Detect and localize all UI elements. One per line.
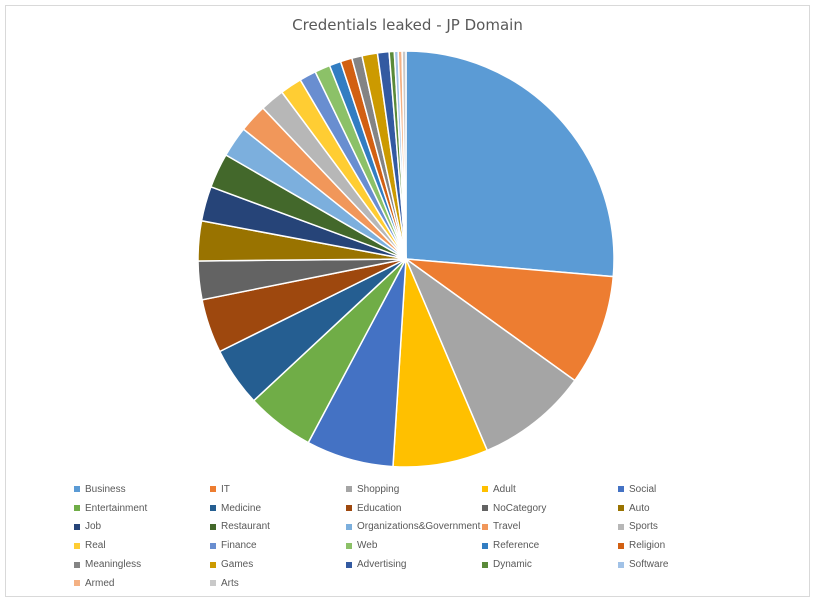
pie-slice-adult (392, 258, 489, 468)
legend-label: Travel (493, 521, 521, 533)
legend-item: Advertising (346, 555, 482, 574)
legend-label: Sports (629, 521, 658, 533)
legend-item: Adult (482, 480, 618, 499)
legend-item: Medicine (210, 499, 346, 518)
legend-swatch (482, 561, 488, 568)
legend-item: NoCategory (482, 499, 618, 518)
legend-label: Software (629, 559, 669, 571)
legend-label: Religion (629, 540, 666, 552)
legend-item: Business (74, 480, 210, 499)
legend-label: Real (85, 540, 106, 552)
pie-chart (197, 50, 615, 468)
legend-label: Games (221, 559, 254, 571)
legend-item: Entertainment (74, 499, 210, 518)
legend-swatch (346, 523, 352, 530)
legend-swatch (482, 523, 488, 530)
legend-swatch (482, 505, 488, 512)
legend-swatch (618, 542, 624, 549)
legend-swatch (482, 542, 488, 549)
legend-item: Job (74, 518, 210, 537)
legend-label: Shopping (357, 483, 400, 495)
legend-label: Social (629, 483, 657, 495)
legend-swatch (210, 486, 216, 493)
legend-item: Reference (482, 536, 618, 555)
legend-swatch (74, 542, 80, 549)
pie-slice-business (405, 50, 615, 278)
legend-label: NoCategory (493, 502, 547, 514)
pie-slice-it (403, 258, 615, 382)
legend-item: Games (210, 555, 346, 574)
legend-swatch (618, 505, 624, 512)
chart-title: Credentials leaked - JP Domain (292, 16, 523, 34)
legend-swatch (346, 561, 352, 568)
chart-legend: Business IT Shopping Adult Social Entertainme… (74, 480, 754, 593)
legend-swatch (346, 486, 352, 493)
legend-label: Business (85, 483, 126, 495)
legend-label: Medicine (221, 502, 262, 514)
legend-item: Organizations&Government (346, 518, 482, 537)
legend-item: IT (210, 480, 346, 499)
legend-item: Meaningless (74, 555, 210, 574)
legend-swatch (210, 505, 216, 512)
legend-label: Web (357, 540, 378, 552)
legend-item: Travel (482, 518, 618, 537)
pie-slice-arts (401, 50, 407, 260)
legend-swatch (74, 523, 80, 530)
legend-swatch (74, 486, 80, 493)
legend-label: Job (85, 521, 102, 533)
legend-item: Restaurant (210, 518, 346, 537)
legend-swatch (210, 542, 216, 549)
legend-swatch (74, 561, 80, 568)
legend-label: Meaningless (85, 559, 142, 571)
legend-item: Auto (618, 499, 754, 518)
legend-swatch (210, 523, 216, 530)
legend-swatch (618, 561, 624, 568)
legend-swatch (346, 542, 352, 549)
chart-area: Credentials leaked - JP Domain Business I… (5, 5, 810, 597)
legend-swatch (210, 561, 216, 568)
legend-item: Finance (210, 536, 346, 555)
legend-label: Armed (85, 577, 115, 589)
legend-item: Real (74, 536, 210, 555)
legend-label: Reference (493, 540, 540, 552)
legend-item: Software (618, 555, 754, 574)
legend-label: Education (357, 502, 402, 514)
legend-item: Dynamic (482, 555, 618, 574)
legend-label: Organizations&Government (357, 521, 481, 533)
legend-swatch (618, 523, 624, 530)
legend-swatch (74, 580, 80, 587)
legend-swatch (74, 505, 80, 512)
legend-label: Restaurant (221, 521, 270, 533)
legend-label: Adult (493, 483, 516, 495)
legend-item: Shopping (346, 480, 482, 499)
legend-swatch (482, 486, 488, 493)
legend-label: Finance (221, 540, 257, 552)
legend-label: Advertising (357, 559, 407, 571)
legend-item: Arts (210, 574, 346, 593)
legend-item: Education (346, 499, 482, 518)
legend-item: Web (346, 536, 482, 555)
legend-item: Sports (618, 518, 754, 537)
legend-label: IT (221, 483, 230, 495)
legend-item: Social (618, 480, 754, 499)
legend-swatch (618, 486, 624, 493)
legend-item: Religion (618, 536, 754, 555)
legend-item: Armed (74, 574, 210, 593)
legend-swatch (210, 580, 216, 587)
legend-swatch (346, 505, 352, 512)
pie-slice-shopping (404, 256, 576, 452)
legend-label: Dynamic (493, 559, 532, 571)
legend-label: Entertainment (85, 502, 148, 514)
legend-label: Auto (629, 502, 650, 514)
legend-label: Arts (221, 577, 239, 589)
